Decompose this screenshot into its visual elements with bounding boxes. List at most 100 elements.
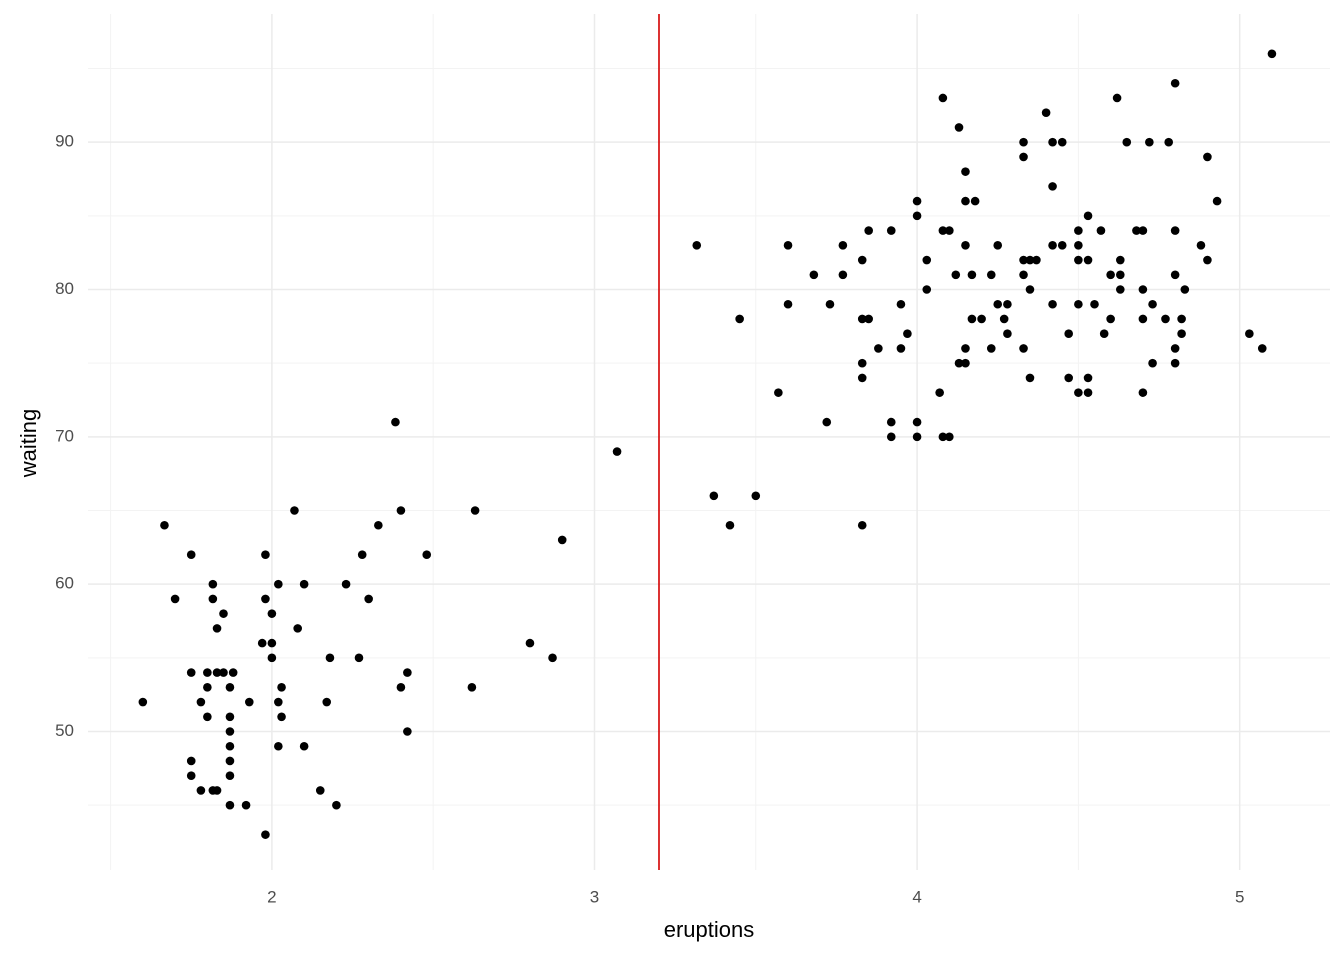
point [857,520,867,530]
x-tick-label: 2 [267,887,276,906]
point [922,285,932,294]
point [203,683,212,692]
point [1203,255,1212,265]
point [783,241,793,250]
point [212,786,222,795]
point [241,800,251,810]
point [1267,49,1277,59]
point [1164,137,1174,147]
point [467,683,477,692]
point [225,800,235,810]
x-tick-label: 5 [1235,887,1244,906]
point [986,270,996,280]
point [186,668,196,677]
point [1025,373,1035,383]
point [261,594,270,604]
point [1138,226,1148,235]
point [938,432,948,442]
point [225,712,235,722]
point [967,314,977,324]
point [1019,152,1028,162]
point [1170,344,1180,353]
point [299,741,309,751]
point [225,741,235,751]
point [186,771,196,781]
point [203,668,212,677]
grid [88,14,1330,870]
point [993,299,1003,309]
point [228,668,238,677]
point [267,609,277,618]
point [822,417,832,427]
point [886,226,896,235]
point [1138,314,1148,324]
point [857,358,867,368]
point [809,270,819,280]
point [864,226,873,235]
point [403,727,412,736]
point [857,373,867,383]
point [1145,137,1154,147]
point [212,624,222,633]
point [225,771,235,781]
y-tick-label: 70 [55,426,74,445]
point [961,358,970,368]
point [961,241,970,250]
point [1112,93,1122,103]
point [938,226,948,235]
point [1003,299,1012,309]
point [1003,329,1012,339]
point [1180,285,1190,294]
point [1138,285,1148,294]
point [1116,255,1125,265]
x-axis-title: eruptions [664,917,755,942]
point [557,535,567,545]
point [1048,137,1057,147]
point [315,786,325,795]
point [277,683,286,692]
point [1161,314,1170,324]
point [886,432,896,442]
point [1019,255,1028,265]
point [322,697,332,707]
point [977,314,986,324]
point [325,653,335,663]
point [341,579,351,589]
point [1064,329,1073,339]
point [1170,358,1180,368]
point [1083,255,1093,265]
point [1106,270,1115,280]
point [422,550,432,560]
point [274,697,283,707]
point [961,167,970,176]
point [1148,358,1157,368]
point [203,712,212,722]
point [938,93,948,103]
point [1074,226,1083,235]
point [1048,241,1057,250]
point [886,417,896,427]
point [208,594,218,604]
y-tick-label: 90 [55,132,74,151]
point [967,270,977,280]
point [1025,285,1035,294]
point [225,683,235,692]
point [986,344,996,353]
point [935,388,944,397]
point [1122,137,1132,147]
point [783,299,793,309]
point [274,741,283,751]
y-tick-label: 50 [55,721,74,740]
point [1032,255,1041,265]
point [954,358,964,368]
point [1170,270,1180,280]
point [225,727,235,736]
point [912,432,922,442]
point [912,211,922,221]
point [293,624,302,633]
point [1096,226,1106,235]
point [196,786,206,795]
point [1048,182,1057,191]
point [1099,329,1109,339]
